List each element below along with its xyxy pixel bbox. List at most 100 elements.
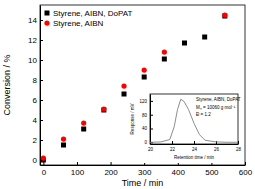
y-tick: 6 <box>33 96 43 105</box>
point <box>142 67 147 72</box>
x-tick-label: 400 <box>172 168 186 177</box>
x-tick-label: 22 <box>170 147 176 152</box>
y-tick-label: 14 <box>28 16 37 25</box>
y-tick: 40 <box>142 126 153 131</box>
x-tick-mark <box>111 162 112 165</box>
x-tick-label: 28 <box>236 147 242 152</box>
y-tick-mark <box>150 101 153 102</box>
figure: 010020030040050060002468101214Time / min… <box>0 0 255 189</box>
y-axis-line <box>150 95 151 145</box>
y-tick-label: 4 <box>33 116 38 125</box>
inset-title: Styrene, AIBN, DoPAT <box>196 97 241 102</box>
y-tick-mark <box>40 40 43 41</box>
point <box>162 57 167 62</box>
legend-marker <box>44 20 49 25</box>
point <box>101 106 106 111</box>
x-axis-line <box>151 144 239 145</box>
y-axis: 0 2 4 6 8 10 12 14 <box>28 6 43 166</box>
x-tick: 24 <box>192 141 198 152</box>
y-tick-label: 40 <box>142 126 148 131</box>
y-tick: 120 <box>139 99 153 104</box>
legend-entry: Styrene, AIBN <box>44 19 103 28</box>
y-tick-label: 0 <box>144 140 147 145</box>
annotation: Đ = 1.2 <box>196 112 211 117</box>
x-tick-label: 200 <box>104 168 118 177</box>
x-tick-mark <box>238 141 239 144</box>
y-tick-label: 80 <box>142 113 148 118</box>
point <box>122 92 127 97</box>
x-tick: 0 <box>42 162 47 177</box>
y-tick-mark <box>40 60 43 61</box>
legend-label: Styrene, AIBN <box>53 19 103 28</box>
y-tick-mark <box>40 140 43 141</box>
legend: Styrene, AIBN, DoPATStyrene, AIBN <box>44 9 132 28</box>
y-axis-line <box>40 6 41 166</box>
y-tick: 14 <box>28 16 43 25</box>
legend-entry: Styrene, AIBN, DoPAT <box>45 9 133 18</box>
inset-chart: 20 22 24 26 28 0 40 80 120 Retention time / min Re… <box>129 88 243 163</box>
x-tick-label: 0 <box>42 168 47 177</box>
x-tick: 600 <box>239 162 253 177</box>
y-tick-label: 2 <box>33 136 38 145</box>
x-tick-label: 24 <box>192 147 198 152</box>
x-tick: 26 <box>214 141 220 152</box>
y-tick-mark <box>40 100 43 101</box>
legend-label: Styrene, AIBN, DoPAT <box>53 9 132 18</box>
y-tick-mark <box>150 128 153 129</box>
trace <box>150 99 238 142</box>
y-tick-label: 0 <box>33 156 38 165</box>
point <box>81 127 86 132</box>
x-tick-mark <box>77 162 78 165</box>
y-tick-label: 10 <box>28 56 37 65</box>
x-tick: 500 <box>205 162 219 177</box>
y-tick-label: 12 <box>28 36 37 45</box>
y-axis-title: Conversion / % <box>2 54 12 115</box>
point <box>222 12 227 17</box>
x-tick: 200 <box>104 162 118 177</box>
y-tick: 2 <box>33 136 43 145</box>
y-tick: 8 <box>33 76 43 85</box>
point <box>121 83 126 88</box>
y-tick: 4 <box>33 116 43 125</box>
y-tick: 12 <box>28 36 43 45</box>
point <box>81 120 86 125</box>
x-tick-label: 20 <box>148 147 154 152</box>
inset-background <box>129 88 243 163</box>
x-axis-title: Time / min <box>122 178 164 188</box>
main-chart: 010020030040050060002468101214Time / min… <box>2 5 253 188</box>
x-tick-mark <box>194 141 195 144</box>
x-tick: 22 <box>170 141 176 152</box>
x-tick-label: 300 <box>138 168 152 177</box>
point <box>142 75 147 80</box>
y-tick: 10 <box>28 56 43 65</box>
x-tick-mark <box>216 141 217 144</box>
y-tick-label: 120 <box>139 99 147 104</box>
annotation: Mₙ = 10060 g mol⁻¹ <box>196 105 236 110</box>
point <box>202 35 207 40</box>
y-tick: 80 <box>142 113 153 118</box>
point <box>61 143 66 148</box>
point <box>41 155 46 160</box>
x-tick: 400 <box>172 162 186 177</box>
x-tick-label: 500 <box>205 168 219 177</box>
x-tick: 100 <box>71 162 85 177</box>
x-tick-label: 100 <box>71 168 85 177</box>
y-tick-mark <box>150 115 153 116</box>
point <box>182 41 187 46</box>
y-tick-mark <box>40 20 43 21</box>
x-axis-title: Retention time / min <box>174 155 215 160</box>
legend-marker <box>45 11 50 16</box>
point <box>61 136 66 141</box>
y-tick-mark <box>40 120 43 121</box>
y-tick: 0 <box>144 140 153 145</box>
x-tick-mark <box>172 141 173 144</box>
point <box>162 49 167 54</box>
x-axis: 0 100 200 300 400 500 600 <box>41 162 253 177</box>
plot-frame <box>40 5 245 165</box>
y-axis-title: Response / mV <box>130 104 135 135</box>
x-tick: 300 <box>138 162 152 177</box>
x-tick-label: 26 <box>214 147 220 152</box>
x-tick-label: 600 <box>239 168 253 177</box>
y-axis: 0 40 80 120 <box>139 95 153 146</box>
inset-traces <box>150 99 238 142</box>
